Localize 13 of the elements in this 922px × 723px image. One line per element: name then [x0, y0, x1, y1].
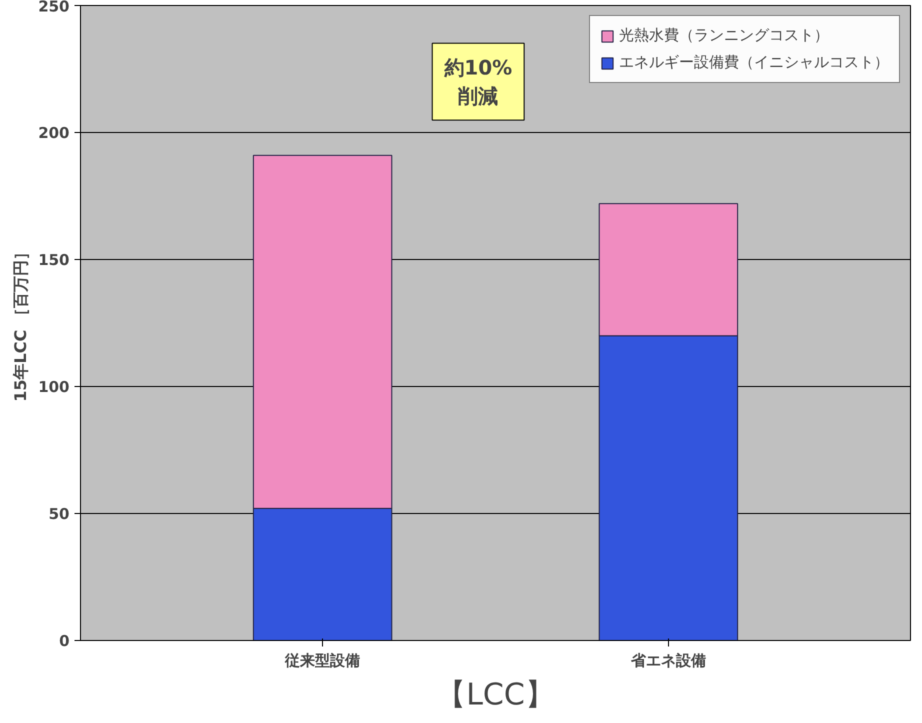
legend-label: 光熱水費（ランニングコスト）	[619, 26, 829, 45]
x-axis-title: 【LCC】	[436, 678, 555, 712]
y-tick-label: 100	[38, 378, 70, 396]
legend-label: エネルギー設備費（イニシャルコスト）	[619, 53, 889, 72]
y-axis-title: 15年LCC ［百万円］	[11, 244, 30, 402]
y-tick-label: 0	[59, 632, 70, 650]
x-tick-label: 従来型設備	[284, 652, 360, 670]
x-tick-label: 省エネ設備	[630, 652, 706, 670]
y-tick-label: 150	[38, 251, 70, 269]
annotation: 約10% 削減	[443, 55, 512, 108]
y-tick-label: 250	[38, 0, 70, 16]
y-tick-label: 200	[38, 124, 70, 142]
y-tick-label: 50	[48, 505, 70, 523]
